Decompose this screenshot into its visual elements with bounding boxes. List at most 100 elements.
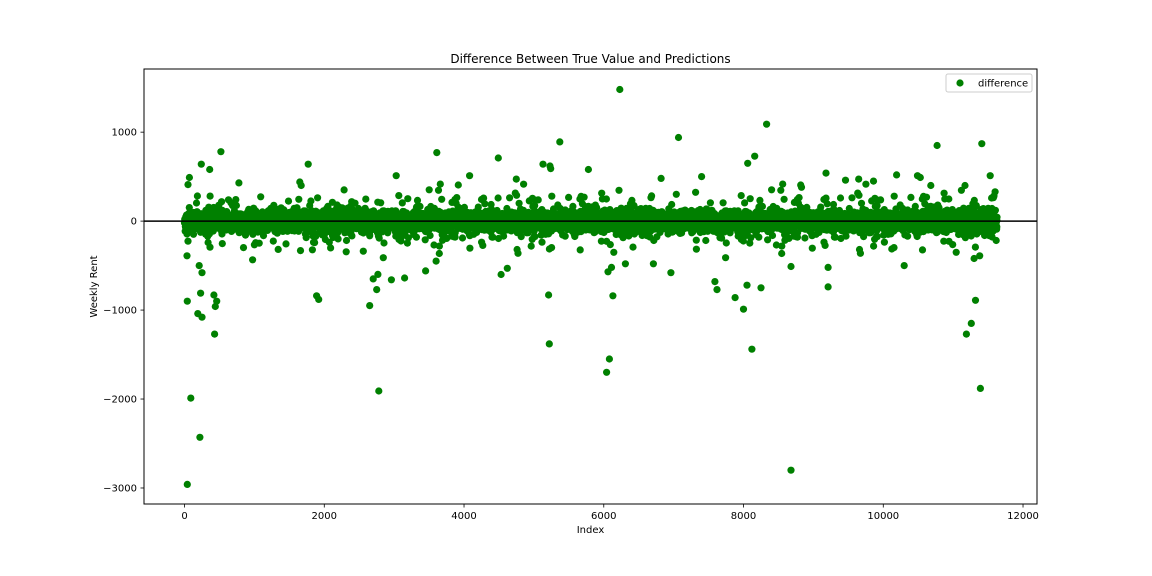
data-point xyxy=(747,234,755,242)
data-point xyxy=(842,232,850,240)
data-point xyxy=(598,189,606,197)
data-point xyxy=(668,200,676,209)
data-point xyxy=(259,232,268,240)
data-point xyxy=(746,195,754,203)
data-point xyxy=(435,249,443,258)
data-point xyxy=(722,254,730,262)
data-point xyxy=(425,186,433,194)
data-point xyxy=(768,231,777,240)
data-point xyxy=(426,231,434,240)
data-point xyxy=(548,244,556,252)
data-point xyxy=(719,199,727,207)
data-point xyxy=(375,234,383,242)
data-point xyxy=(822,194,830,202)
data-point xyxy=(302,234,310,242)
data-point xyxy=(380,239,388,247)
data-point xyxy=(520,180,528,188)
data-point xyxy=(548,192,556,200)
data-point xyxy=(500,232,508,240)
data-point xyxy=(235,179,243,187)
data-point xyxy=(489,233,497,241)
data-point xyxy=(311,239,319,247)
data-point xyxy=(513,191,521,199)
data-point xyxy=(831,233,839,241)
data-point xyxy=(379,254,387,262)
data-point xyxy=(398,199,406,207)
data-point xyxy=(312,232,320,241)
data-point xyxy=(779,180,787,188)
data-point xyxy=(460,203,468,211)
data-point xyxy=(772,241,781,249)
data-point xyxy=(184,237,192,245)
data-point xyxy=(404,234,412,242)
data-point xyxy=(404,195,412,203)
data-point xyxy=(348,232,356,240)
data-point xyxy=(325,238,333,246)
data-point xyxy=(855,191,863,199)
data-point xyxy=(395,192,403,200)
data-point xyxy=(517,233,525,241)
data-point xyxy=(249,256,257,264)
data-point xyxy=(855,175,863,183)
data-point xyxy=(514,249,522,257)
data-point xyxy=(342,248,350,256)
data-point xyxy=(342,236,351,245)
data-point xyxy=(436,180,444,188)
data-point xyxy=(706,199,715,207)
data-point xyxy=(218,240,226,248)
data-point xyxy=(877,196,885,204)
data-point xyxy=(606,241,614,249)
data-point xyxy=(615,186,623,194)
data-point xyxy=(314,194,322,202)
data-point xyxy=(741,199,749,207)
data-point xyxy=(366,232,374,240)
data-point xyxy=(430,241,438,249)
data-point xyxy=(629,243,637,251)
data-point xyxy=(569,202,577,210)
data-point xyxy=(722,239,730,247)
data-point xyxy=(218,198,226,206)
data-point xyxy=(269,237,277,245)
data-point xyxy=(453,194,461,202)
data-point xyxy=(296,247,305,255)
data-point xyxy=(777,186,785,194)
data-point xyxy=(284,197,293,205)
data-point xyxy=(534,196,542,204)
data-point xyxy=(610,248,618,256)
data-point xyxy=(193,192,201,200)
data-point xyxy=(692,236,700,244)
data-point xyxy=(870,242,878,250)
data-point xyxy=(374,270,382,278)
data-point xyxy=(848,194,856,202)
data-point xyxy=(857,199,866,207)
data-point xyxy=(282,240,290,248)
data-point xyxy=(308,246,316,254)
data-point xyxy=(506,194,514,202)
data-point xyxy=(295,195,303,203)
data-point xyxy=(591,228,599,236)
data-point xyxy=(206,192,214,200)
data-point xyxy=(494,194,502,202)
data-point xyxy=(580,193,588,201)
data-point xyxy=(307,197,315,205)
data-point xyxy=(351,199,359,207)
data-point xyxy=(764,236,772,244)
data-point xyxy=(466,244,474,252)
data-point xyxy=(435,242,443,250)
data-point xyxy=(481,200,489,208)
data-point xyxy=(778,242,786,250)
data-point xyxy=(758,202,767,210)
data-point xyxy=(737,192,745,200)
data-point xyxy=(692,188,700,196)
data-point xyxy=(780,195,788,203)
data-point xyxy=(778,249,786,258)
data-point xyxy=(438,195,446,203)
data-point xyxy=(480,194,488,202)
data-point xyxy=(672,190,680,198)
data-point xyxy=(856,249,865,257)
data-point xyxy=(531,233,539,241)
data-point xyxy=(192,199,201,207)
data-point xyxy=(860,233,868,241)
data-point xyxy=(527,242,535,250)
